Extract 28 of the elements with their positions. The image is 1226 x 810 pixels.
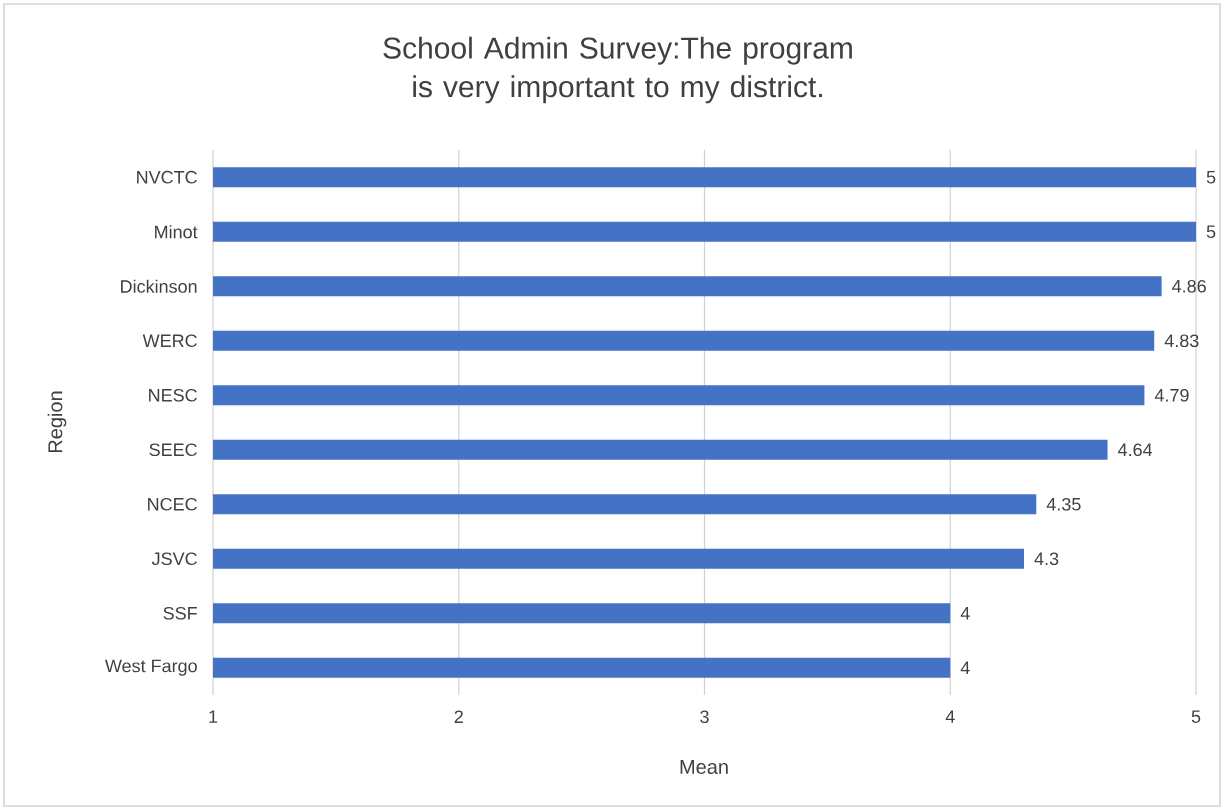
y-tick-label: JSVC: [151, 552, 197, 566]
y-tick-label: Dickinson: [121, 279, 197, 293]
data-label: 5: [1206, 225, 1216, 239]
x-tick-label: 4: [945, 710, 955, 723]
x-tick-label: 3: [700, 710, 709, 724]
x-axis-title: Mean: [680, 760, 728, 774]
y-tick-label: West Fargo: [105, 659, 197, 676]
data-label: 4: [960, 661, 970, 674]
y-axis-title: Region: [47, 391, 67, 453]
y-tick-label: NCEC: [148, 497, 197, 511]
chart-title: School Admin Survey:The program is very important to my district.: [383, 36, 852, 104]
x-tick-label: 2: [454, 710, 463, 723]
y-tick-label: NESC: [149, 388, 197, 402]
y-tick-label: Minot: [155, 225, 198, 239]
data-label: 4.86: [1172, 279, 1206, 293]
data-label: 4.64: [1118, 443, 1153, 457]
data-label: 4.79: [1154, 388, 1189, 402]
data-label: 5: [1206, 170, 1216, 184]
data-label: 4.35: [1046, 497, 1081, 511]
y-tick-label: SSF: [163, 606, 197, 620]
y-tick-label: NVCTC: [137, 170, 197, 184]
y-tick-label: WERC: [142, 334, 197, 348]
data-label: 4.83: [1164, 334, 1199, 348]
x-tick-label: 1: [209, 710, 218, 723]
data-label: 4: [960, 607, 970, 620]
y-tick-label: SEEC: [149, 443, 197, 457]
x-tick-label: 5: [1191, 710, 1201, 723]
data-label: 4.3: [1034, 552, 1059, 566]
